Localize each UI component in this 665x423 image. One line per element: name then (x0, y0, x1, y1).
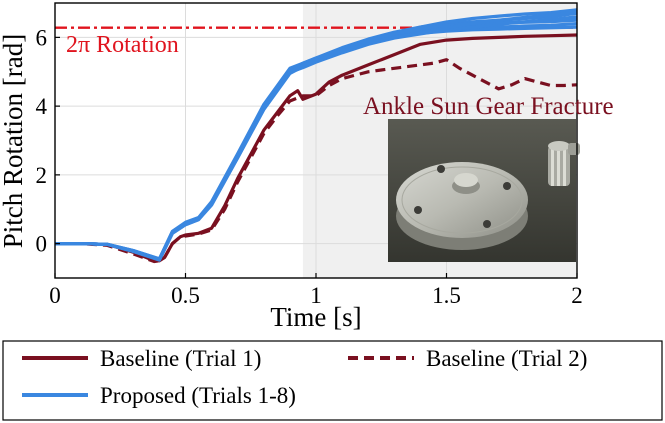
x-tick-label: 0 (49, 283, 61, 308)
y-axis-label: Pitch Rotation [rad] (0, 34, 28, 248)
legend: Baseline (Trial 1) Baseline (Trial 2) Pr… (2, 340, 663, 421)
x-tick-label: 1 (310, 283, 322, 308)
legend-label-baseline-1: Baseline (Trial 1) (100, 346, 261, 371)
ticks (54, 36, 578, 278)
series-line-baseline-trial-2 (55, 58, 577, 264)
two-pi-rotation-label: 2π Rotation (66, 32, 179, 58)
fracture-annotation: Ankle Sun Gear Fracture (363, 93, 614, 120)
legend-label-proposed: Proposed (Trials 1-8) (100, 383, 296, 408)
legend-label-baseline-2: Baseline (Trial 2) (426, 346, 587, 371)
series-group (55, 8, 577, 264)
x-tick-label: 2 (571, 283, 583, 308)
y-tick-label: 0 (36, 232, 48, 257)
legend-box (2, 340, 663, 421)
y-tick-label: 6 (36, 25, 48, 50)
x-tick-label: 0.5 (171, 283, 200, 308)
x-tick-label: 1.5 (432, 283, 461, 308)
y-tick-label: 2 (36, 163, 48, 188)
x-axis-label: Time [s] (270, 302, 361, 332)
series-line-proposed-trial-8 (55, 10, 577, 262)
y-tick-label: 4 (36, 94, 48, 119)
gear-fracture-photo (388, 119, 580, 262)
